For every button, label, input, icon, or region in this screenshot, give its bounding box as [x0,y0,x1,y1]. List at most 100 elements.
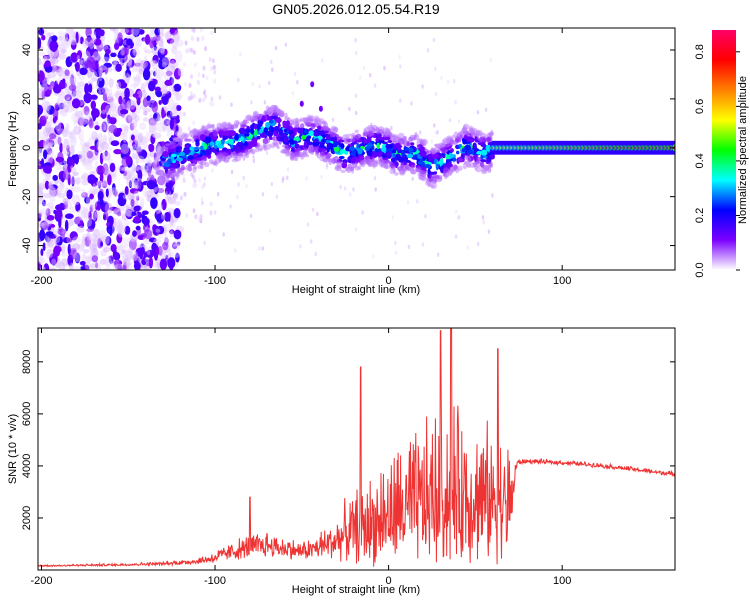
noise-cell [86,150,94,159]
signal-cell [203,143,208,150]
noise-cell [83,105,90,116]
signal-cell [406,141,411,147]
noise-cell [159,258,168,270]
noise-cell [175,105,182,111]
signal-cell [203,131,208,135]
noise-cell [75,177,81,185]
noise-cell [54,103,59,110]
signal-cell [479,136,486,143]
noise-cell [47,54,51,59]
noise-cell [89,198,98,209]
scatter-cell [268,228,271,233]
noise-cell [125,114,133,124]
signal-cell [348,166,355,171]
noise-cell [60,48,67,54]
transition-cell [199,97,203,103]
signal-cell [445,173,450,178]
noise-cell [155,262,161,269]
noise-cell [121,249,126,255]
signal-cell [250,127,255,135]
scatter-cell [242,175,245,181]
noise-cell [38,123,42,130]
signal-cell [307,141,314,145]
noise-cell [52,116,57,124]
noise-cell [162,241,169,251]
noise-cell [135,165,144,172]
noise-cell [117,225,123,235]
signal-cell [187,165,193,172]
noise-cell [92,51,101,61]
signal-cell [345,133,352,138]
noise-cell [169,118,174,130]
snr-x-tick-label: -200 [30,575,52,587]
noise-cell [132,110,137,119]
signal-cell [227,122,231,129]
noise-cell [135,59,139,67]
signal-cell [386,151,392,158]
noise-cell [174,130,181,137]
noise-cell [123,261,128,269]
signal-cell [476,150,482,155]
noise-cell [153,45,157,51]
noise-cell [81,192,88,198]
scatter-cell [306,222,310,227]
noise-cell [106,93,114,100]
noise-cell [109,28,117,32]
signal-cell [332,137,336,143]
scatter-cell [202,73,205,79]
noise-cell [50,240,55,248]
noise-cell [81,179,89,186]
noise-cell [149,190,155,197]
noise-cell [158,28,164,35]
scatter-cell [434,130,438,135]
signal-cell [329,131,334,138]
scatter-cell [434,66,437,72]
noise-cell [80,174,89,185]
signal-cell [334,165,340,170]
noise-cell [120,109,129,115]
noise-cell [56,208,63,219]
noise-cell [172,42,179,50]
signal-cell [282,144,289,148]
snr-panel: -200 -100 0 100 2000 4000 6000 8000 Height of … [7,327,676,596]
noise-cell [121,254,129,264]
noise-cell [79,153,87,163]
colorbar: 0.0 0.2 0.4 0.6 0.8 Normalized spectral ampl… [694,30,749,278]
noise-cell [139,250,144,260]
noise-cell [125,259,133,270]
noise-cell [128,100,136,110]
signal-cell [431,153,439,159]
scatter-cell [349,192,352,197]
noise-cell [60,252,70,257]
noise-cell [154,68,164,79]
noise-cell [96,141,105,153]
signal-cell [272,138,278,142]
noise-cell [117,211,122,217]
transition-cell [194,214,198,220]
transition-cell [213,78,217,84]
scatter-cell [217,192,220,197]
noise-cell [44,180,50,190]
noise-cell [151,161,160,168]
noise-cell [58,35,64,41]
signal-cell [286,124,290,132]
signal-cell [426,179,430,184]
noise-cell [88,211,92,221]
noise-cell [43,165,52,174]
noise-cell [111,60,119,66]
noise-cell [86,56,96,69]
noise-cell [88,233,97,241]
noise-cell [63,138,69,144]
noise-cell [153,132,162,139]
signal-cell [253,110,259,116]
noise-cell [169,230,174,238]
noise-cell [99,29,105,37]
noise-cell [152,132,162,139]
noise-cell [90,263,96,269]
noise-cell [52,108,59,119]
noise-cell [88,118,94,129]
transition-cell [211,102,215,107]
noise-cell [61,150,69,156]
signal-cell [472,142,477,150]
noise-cell [125,209,133,217]
